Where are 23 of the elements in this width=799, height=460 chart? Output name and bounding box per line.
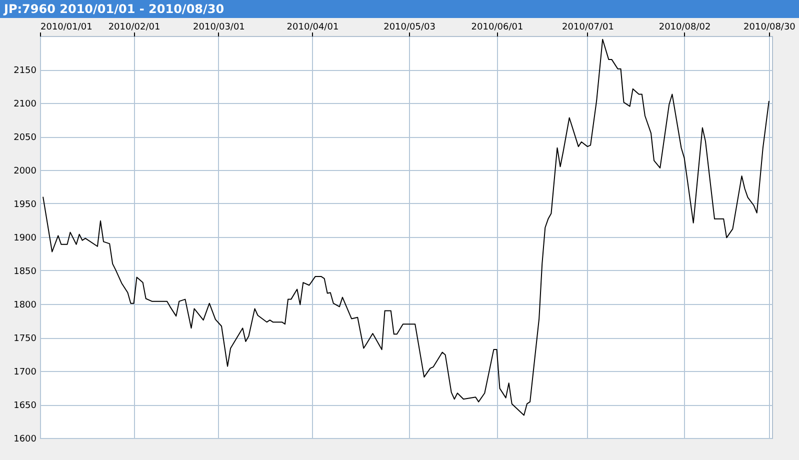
y-tick-label: 2100 <box>14 100 37 110</box>
y-tick-label: 1600 <box>14 434 37 444</box>
y-tick-label: 1850 <box>14 267 37 277</box>
x-tick-label: 2010/08/30 <box>744 22 796 32</box>
x-tick-label: 2010/02/01 <box>108 22 160 32</box>
x-tick-label: 2010/07/01 <box>562 22 614 32</box>
y-tick-label: 1950 <box>14 200 37 210</box>
x-tick-label: 2010/08/02 <box>658 22 711 32</box>
y-tick-label: 1650 <box>14 401 37 411</box>
line-series <box>42 38 770 416</box>
chart-title: JP:7960 2010/01/01 - 2010/08/30 <box>0 0 799 18</box>
x-tick-label: 2010/06/01 <box>471 22 524 32</box>
y-tick-label: 1750 <box>14 334 37 344</box>
y-tick-label: 1700 <box>14 368 37 378</box>
x-tick-label: 2010/05/03 <box>384 22 436 32</box>
x-tick-label: 2010/01/01 <box>40 22 92 32</box>
y-tick-label: 2150 <box>14 66 37 76</box>
x-tick-label: 2010/04/01 <box>286 22 339 32</box>
x-tick-label: 2010/03/01 <box>193 22 245 32</box>
y-tick-label: 1800 <box>14 300 37 310</box>
y-tick-label: 2000 <box>14 166 37 176</box>
y-tick-label: 1900 <box>14 234 37 244</box>
y-tick-label: 2050 <box>14 133 37 143</box>
